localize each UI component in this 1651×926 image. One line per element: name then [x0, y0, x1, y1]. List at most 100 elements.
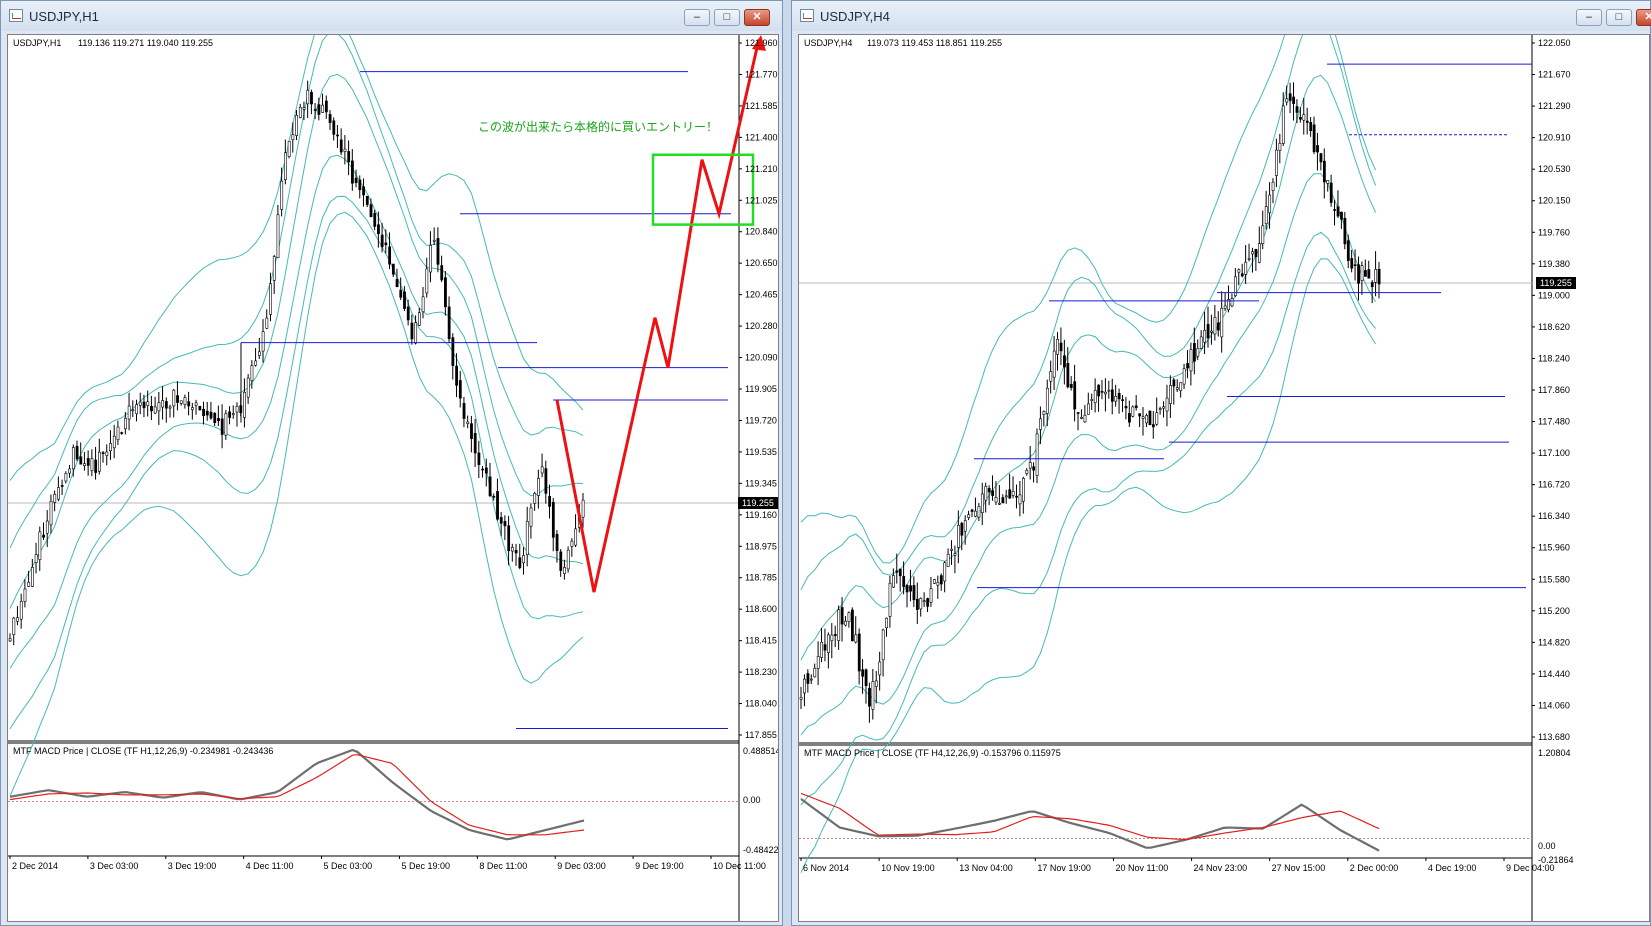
close-button[interactable]: ✕ [1636, 9, 1651, 26]
candle-body [1261, 225, 1265, 244]
candle-body [75, 445, 79, 460]
candle-body [1063, 355, 1066, 368]
candle-body [97, 451, 101, 472]
candle-body [451, 337, 455, 366]
close-button[interactable]: ✕ [744, 9, 770, 26]
maximize-button[interactable]: □ [1606, 9, 1632, 26]
candle-body [209, 411, 213, 419]
window-titlebar[interactable]: USDJPY,H1 – □ ✕ [1, 1, 782, 31]
window-title: USDJPY,H4 [820, 9, 890, 24]
candle-body [343, 148, 347, 152]
chart-window-h4[interactable]: USDJPY,H4 – □ ✕ 122.050 121.670 121.290 120… [791, 0, 1651, 926]
candle-body [909, 585, 912, 592]
y-tick-label: 121.400 [745, 132, 778, 142]
chart-window-h1[interactable]: USDJPY,H1 – □ ✕ 121.960 121.770 121.585 121… [0, 0, 783, 926]
candle-body [1035, 433, 1039, 476]
candle-body [1117, 393, 1121, 400]
x-tick-label: 3 Dec 19:00 [168, 861, 217, 871]
chart-area[interactable]: 121.960 121.770 121.585 121.400 121.210 121.0… [7, 34, 779, 922]
candle-body [1319, 153, 1323, 163]
candle-body [1278, 142, 1282, 151]
minimize-button[interactable]: – [684, 9, 710, 26]
candle-body [261, 331, 265, 352]
candle-body [351, 160, 354, 184]
candle-body [146, 401, 150, 406]
candle-body [1220, 307, 1224, 338]
candle-body [183, 397, 187, 405]
chart-info-symbol: USDJPY,H1 [13, 38, 61, 48]
candle-body [1353, 264, 1357, 266]
candle-body [1295, 106, 1299, 113]
window-titlebar[interactable]: USDJPY,H4 – □ ✕ [792, 1, 1651, 31]
candle-body [902, 576, 906, 587]
candle-body [518, 557, 522, 568]
candle-body [354, 177, 358, 183]
candle-body [365, 195, 369, 205]
candle-body [1011, 491, 1015, 496]
candle-body [425, 268, 429, 294]
current-price-tag [738, 497, 778, 509]
macd-tick-bottom: -0.484227 [743, 845, 779, 855]
candle-body [1206, 324, 1210, 339]
candle-body [851, 609, 854, 642]
candle-body [1257, 243, 1261, 263]
candle-body [874, 680, 878, 687]
price-chart-h1[interactable]: 121.960 121.770 121.585 121.400 121.210 121.0… [8, 35, 779, 922]
candle-body [1210, 330, 1213, 333]
candle-body [1364, 270, 1367, 277]
candle-body [963, 520, 967, 532]
y-tick-label: 119.720 [745, 415, 777, 425]
y-tick-label: 118.600 [745, 604, 777, 614]
candle-body [224, 413, 228, 436]
candle-body [470, 423, 473, 439]
candle-body [205, 410, 209, 416]
candle-body [1022, 478, 1025, 502]
bollinger-band-upper [9, 73, 584, 609]
y-tick-label: 118.415 [745, 636, 777, 646]
candle-body [1223, 305, 1227, 309]
minimize-button[interactable]: – [1576, 9, 1602, 26]
candle-body [466, 421, 470, 424]
candle-body [1326, 180, 1330, 184]
candle-body [1312, 124, 1316, 153]
macd-tick-zero: 0.00 [743, 795, 761, 805]
candle-body [1073, 381, 1077, 410]
current-price-tag [1536, 277, 1576, 289]
macd-line [9, 748, 585, 841]
y-tick-label: 121.210 [745, 164, 778, 174]
bollinger-band-upper [800, 74, 1377, 661]
candle-body [1230, 298, 1234, 307]
candle-body [473, 433, 477, 454]
candle-body [970, 509, 974, 512]
candle-body [462, 403, 466, 419]
candle-body [302, 107, 306, 110]
candle-body [228, 411, 232, 418]
candle-body [1216, 322, 1220, 331]
bollinger-band-lower [9, 195, 584, 730]
maximize-button[interactable]: □ [714, 9, 740, 26]
candle-body [369, 204, 373, 218]
candle-body [511, 547, 514, 552]
candle-body [202, 408, 205, 416]
candle-body [499, 517, 503, 524]
candle-body [27, 581, 31, 587]
candle-body [436, 238, 440, 265]
candle-body [90, 458, 94, 471]
candle-body [529, 507, 533, 527]
bollinger-band-lower [9, 154, 584, 669]
y-tick-label: 114.820 [1538, 637, 1570, 647]
candle-body [336, 134, 339, 137]
price-chart-h4[interactable]: 122.050 121.670 121.290 120.910 120.530 120.1… [799, 35, 1650, 922]
candle-body [194, 402, 198, 406]
candle-body [34, 554, 38, 563]
chart-area[interactable]: 122.050 121.670 121.290 120.910 120.530 120.1… [798, 34, 1650, 922]
candle-body [1172, 379, 1176, 387]
candle-body [991, 490, 995, 496]
candle-body [432, 239, 436, 242]
chart-info-ohlc: 119.136 119.271 119.040 119.255 [78, 38, 213, 48]
candle-body [514, 550, 518, 554]
candle-body [1097, 384, 1101, 397]
candle-body [905, 585, 909, 593]
candle-body [933, 579, 936, 584]
candle-body [317, 104, 321, 115]
